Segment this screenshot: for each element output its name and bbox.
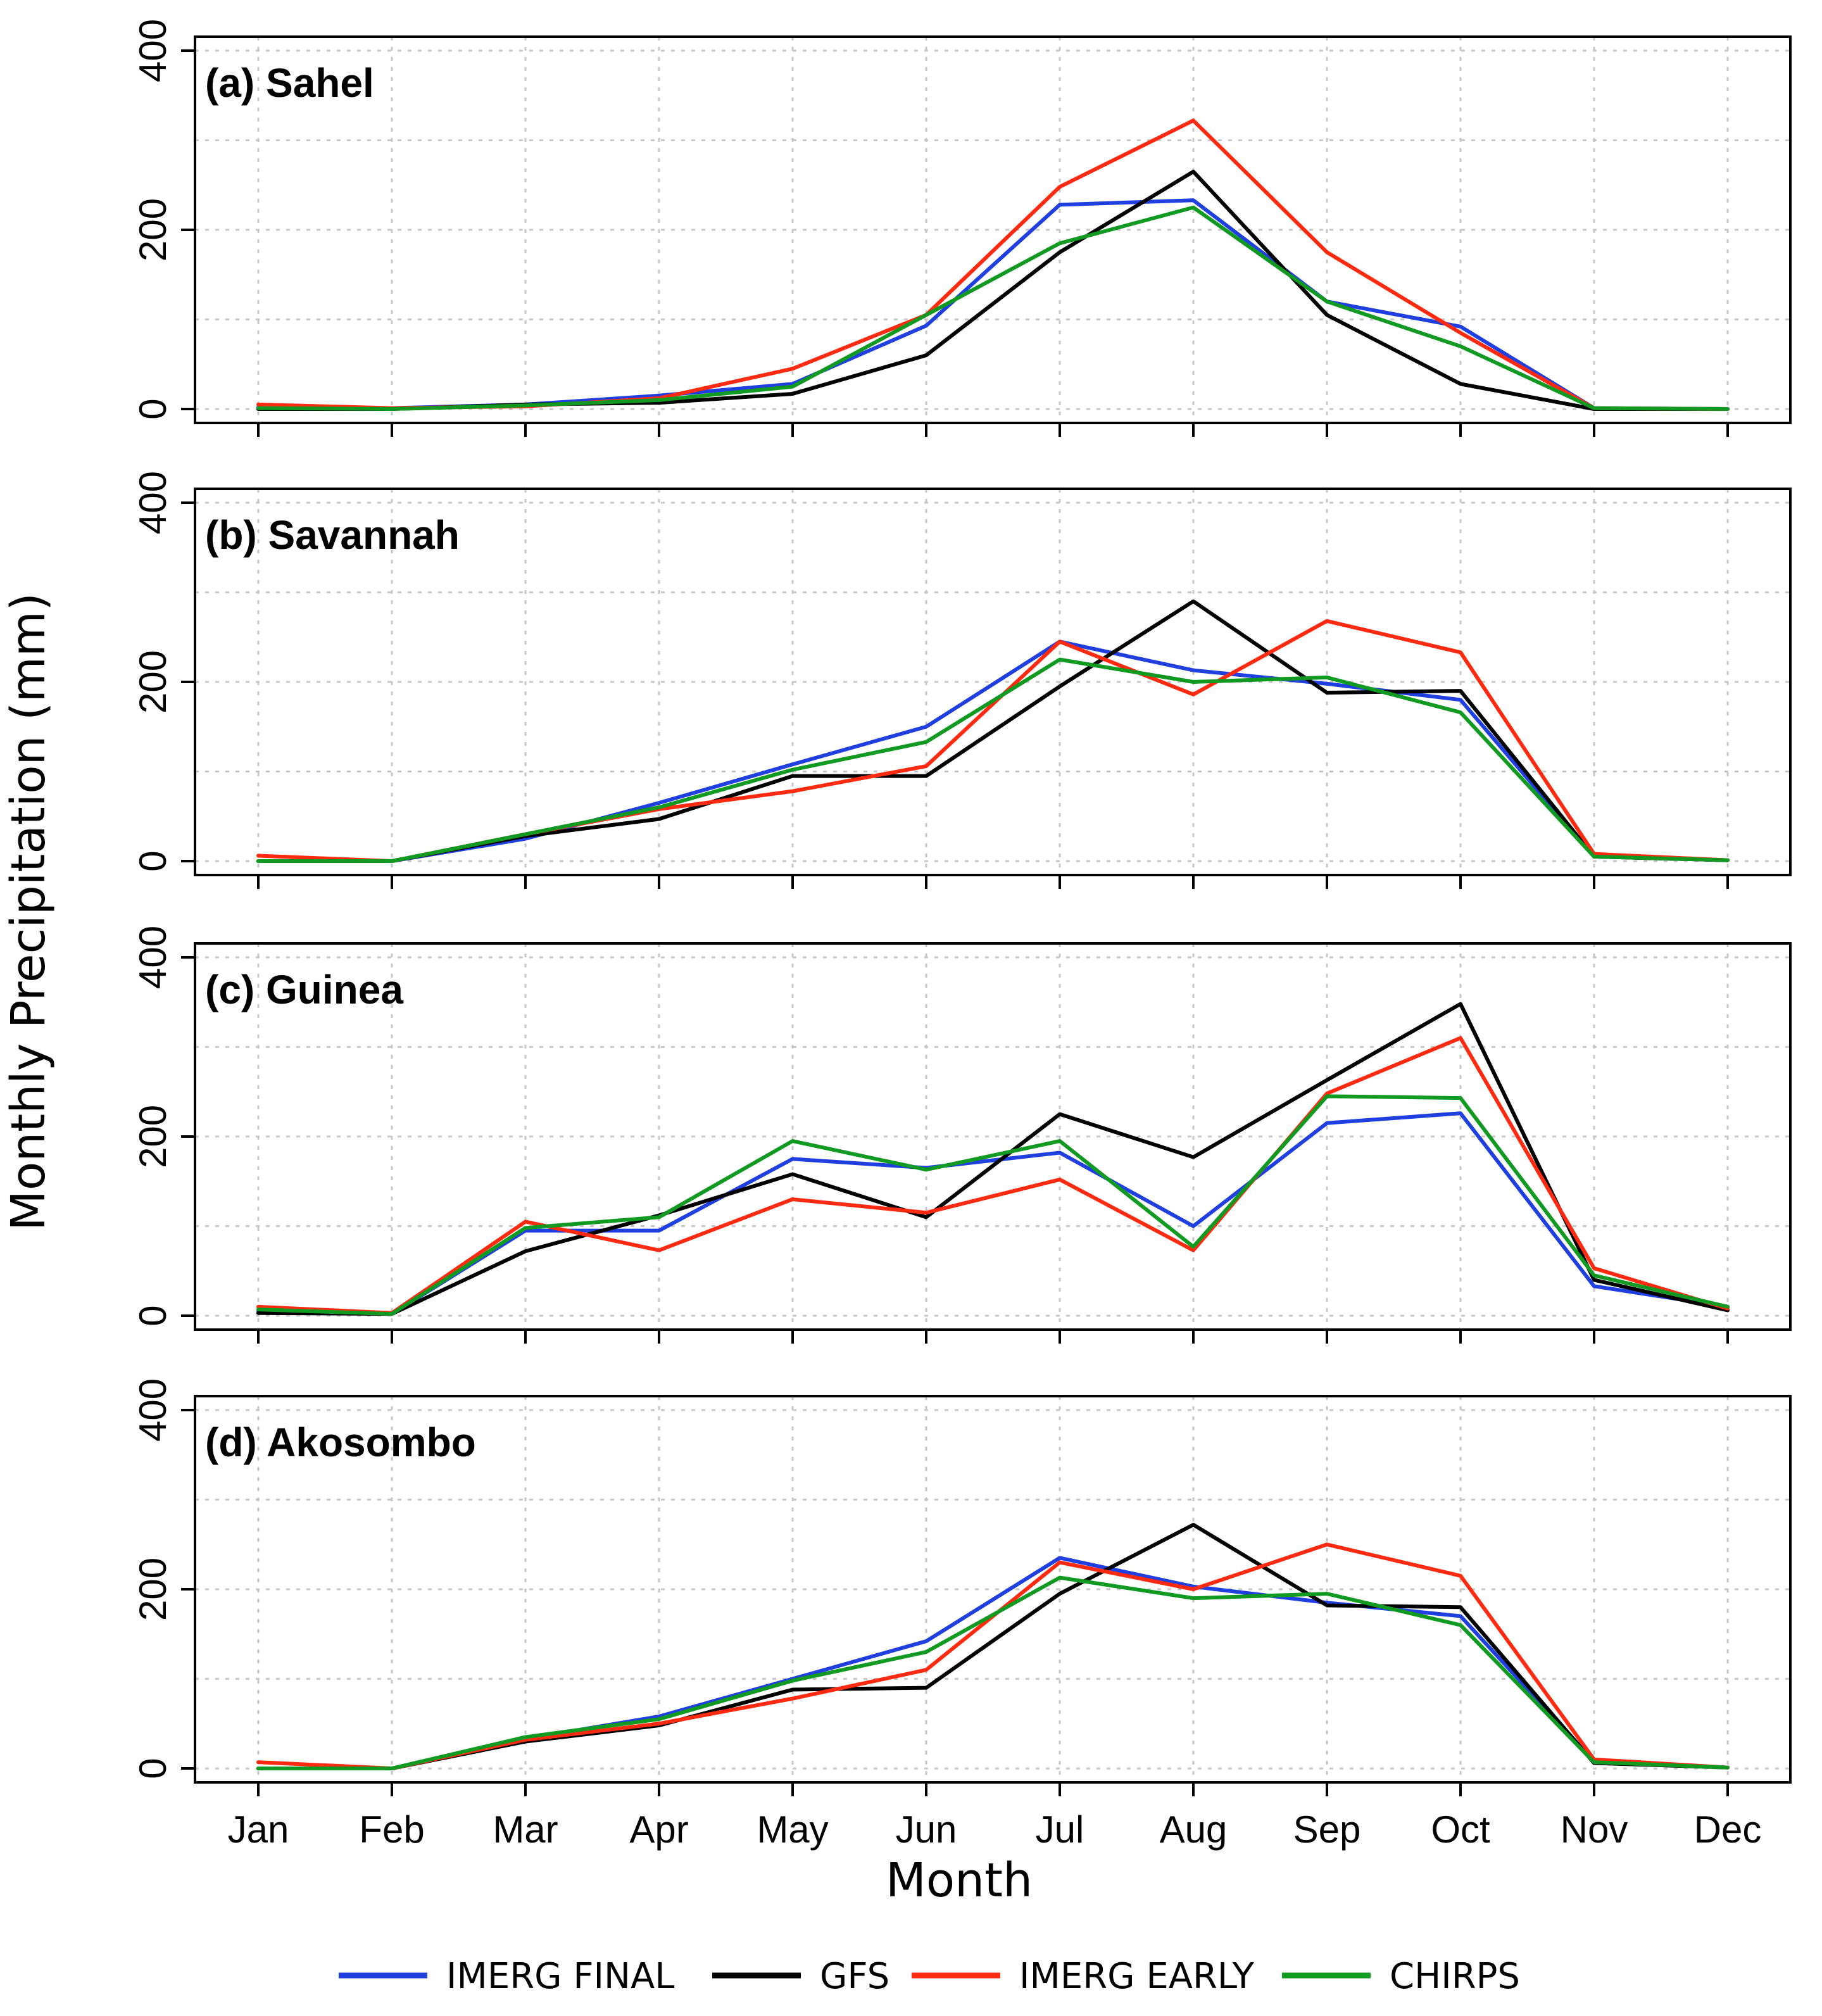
plot-frame — [194, 35, 1792, 424]
y-tick-label: 200 — [132, 1558, 174, 1621]
series-line-imerg-early — [256, 1542, 1730, 1770]
x-tick-label: May — [757, 1808, 828, 1851]
legend: IMERG FINAL GFS IMERG EARLY CHIRPS — [339, 1956, 1520, 1997]
legend-item-gfs: GFS — [712, 1956, 889, 1997]
gridlines — [195, 1396, 1790, 1782]
series-line-imerg-early — [256, 1036, 1730, 1315]
legend-item-imerg-final: IMERG FINAL — [339, 1956, 674, 1997]
panel-title: (b) Savannah — [205, 512, 460, 558]
x-axis-title: Month — [886, 1853, 1033, 1908]
series-line-chirps — [256, 657, 1730, 863]
panels-group: 0 200 400 (a) Sahel 0 200 400 (b) Savannah 0 200 4… — [132, 19, 1792, 1851]
legend-label: IMERG EARLY — [1019, 1956, 1255, 1997]
series-line-gfs — [256, 1002, 1730, 1316]
gridlines — [195, 489, 1790, 875]
x-tick-label: Sep — [1293, 1808, 1361, 1851]
x-tick-label: Jan — [228, 1808, 289, 1851]
y-tick-label: 200 — [132, 650, 174, 714]
series-line-chirps — [256, 205, 1730, 411]
legend-label: IMERG FINAL — [446, 1956, 674, 1997]
legend-label: CHIRPS — [1390, 1956, 1520, 1997]
y-tick-label: 0 — [132, 1758, 174, 1779]
y-axis-title: Monthly Precipitation (mm) — [1, 593, 56, 1231]
series-line-gfs — [256, 170, 1730, 411]
series-line-imerg-early — [256, 619, 1730, 863]
panel-2: 0 200 400 (b) Savannah — [132, 471, 1792, 889]
legend-item-imerg-early: IMERG EARLY — [912, 1956, 1255, 1997]
panel-3: 0 200 400 (c) Guinea — [132, 926, 1792, 1344]
series-line-chirps — [256, 1094, 1730, 1316]
x-tick-label: Nov — [1561, 1808, 1628, 1851]
x-tick-label: Feb — [359, 1808, 424, 1851]
legend-label: GFS — [820, 1956, 889, 1997]
series-line-imerg-final — [256, 1111, 1730, 1316]
y-tick-label: 400 — [132, 471, 174, 534]
x-tick-label: Jul — [1036, 1808, 1084, 1851]
x-tick-label: Aug — [1160, 1808, 1228, 1851]
x-tick-label: Mar — [493, 1808, 558, 1851]
y-tick-label: 400 — [132, 926, 174, 989]
series-line-imerg-final — [256, 639, 1730, 863]
legend-item-chirps: CHIRPS — [1282, 1956, 1520, 1997]
panel-title: (c) Guinea — [205, 967, 403, 1012]
panel-1: 0 200 400 (a) Sahel — [132, 19, 1792, 437]
x-tick-label: Apr — [629, 1808, 688, 1851]
series-line-gfs — [256, 1523, 1730, 1770]
x-tick-label: Dec — [1694, 1808, 1762, 1851]
gridlines — [195, 943, 1790, 1330]
y-tick-label: 0 — [132, 398, 174, 419]
panel-4: 0 200 400 Jan Feb Mar Apr May Jun Jul Aug Sep Oct Nov… — [132, 1378, 1792, 1851]
panel-title: (d) Akosombo — [205, 1420, 476, 1465]
y-tick-label: 200 — [132, 198, 174, 261]
series-line-chirps — [256, 1575, 1730, 1770]
y-tick-label: 400 — [132, 1378, 174, 1442]
y-tick-label: 200 — [132, 1105, 174, 1168]
y-tick-label: 0 — [132, 1305, 174, 1326]
panel-title: (a) Sahel — [205, 60, 374, 106]
y-tick-label: 0 — [132, 850, 174, 871]
gridlines — [195, 37, 1790, 423]
y-tick-label: 400 — [132, 19, 174, 82]
x-tick-label: Oct — [1431, 1808, 1490, 1851]
series-line-gfs — [256, 599, 1730, 863]
x-tick-label: Jun — [896, 1808, 957, 1851]
plot-frame — [194, 942, 1792, 1331]
